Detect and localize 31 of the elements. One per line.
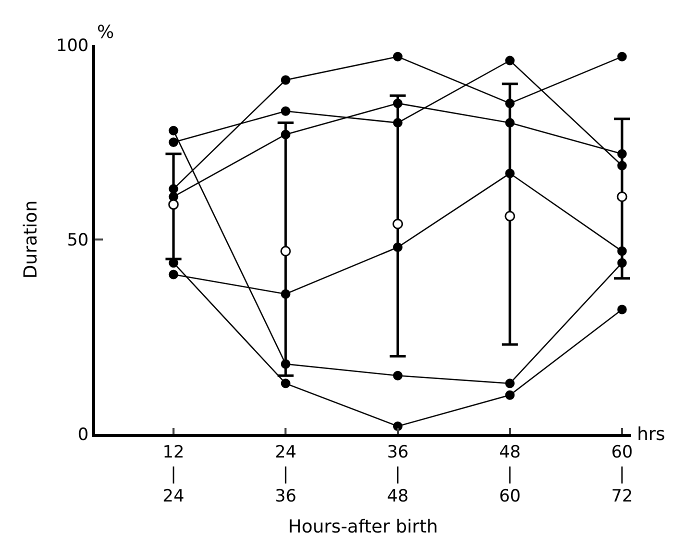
x-tick-label: 12 | 24: [162, 442, 184, 507]
point: [280, 246, 291, 256]
point: [505, 378, 515, 388]
point: [168, 138, 178, 147]
text: %: [97, 22, 114, 43]
y-tick-label: 100: [56, 36, 89, 56]
point: [617, 304, 627, 314]
y-tick-label: 50: [66, 230, 89, 250]
text: hrs: [637, 424, 666, 445]
point: [168, 270, 178, 280]
x-tick-label: 36 | 48: [386, 442, 409, 507]
y-tick-label: 0: [78, 424, 89, 445]
point: [616, 191, 628, 202]
point: [280, 75, 290, 85]
x-tick-label: 48 | 60: [499, 442, 521, 507]
point: [505, 390, 515, 400]
y-axis-title: Duration: [20, 200, 42, 279]
point: [393, 421, 403, 431]
point: [393, 370, 403, 380]
point: [168, 199, 179, 210]
point: [280, 378, 290, 388]
point: [617, 52, 627, 62]
point: [504, 210, 516, 222]
point: [393, 52, 403, 62]
x-tick-label: 60 | 72: [611, 442, 633, 507]
point: [168, 126, 178, 136]
x-axis-title: Hours-after birth: [288, 516, 438, 538]
point: [280, 106, 290, 116]
point: [392, 218, 404, 230]
x-tick-label: 24 | 36: [274, 442, 296, 507]
point: [505, 56, 515, 66]
